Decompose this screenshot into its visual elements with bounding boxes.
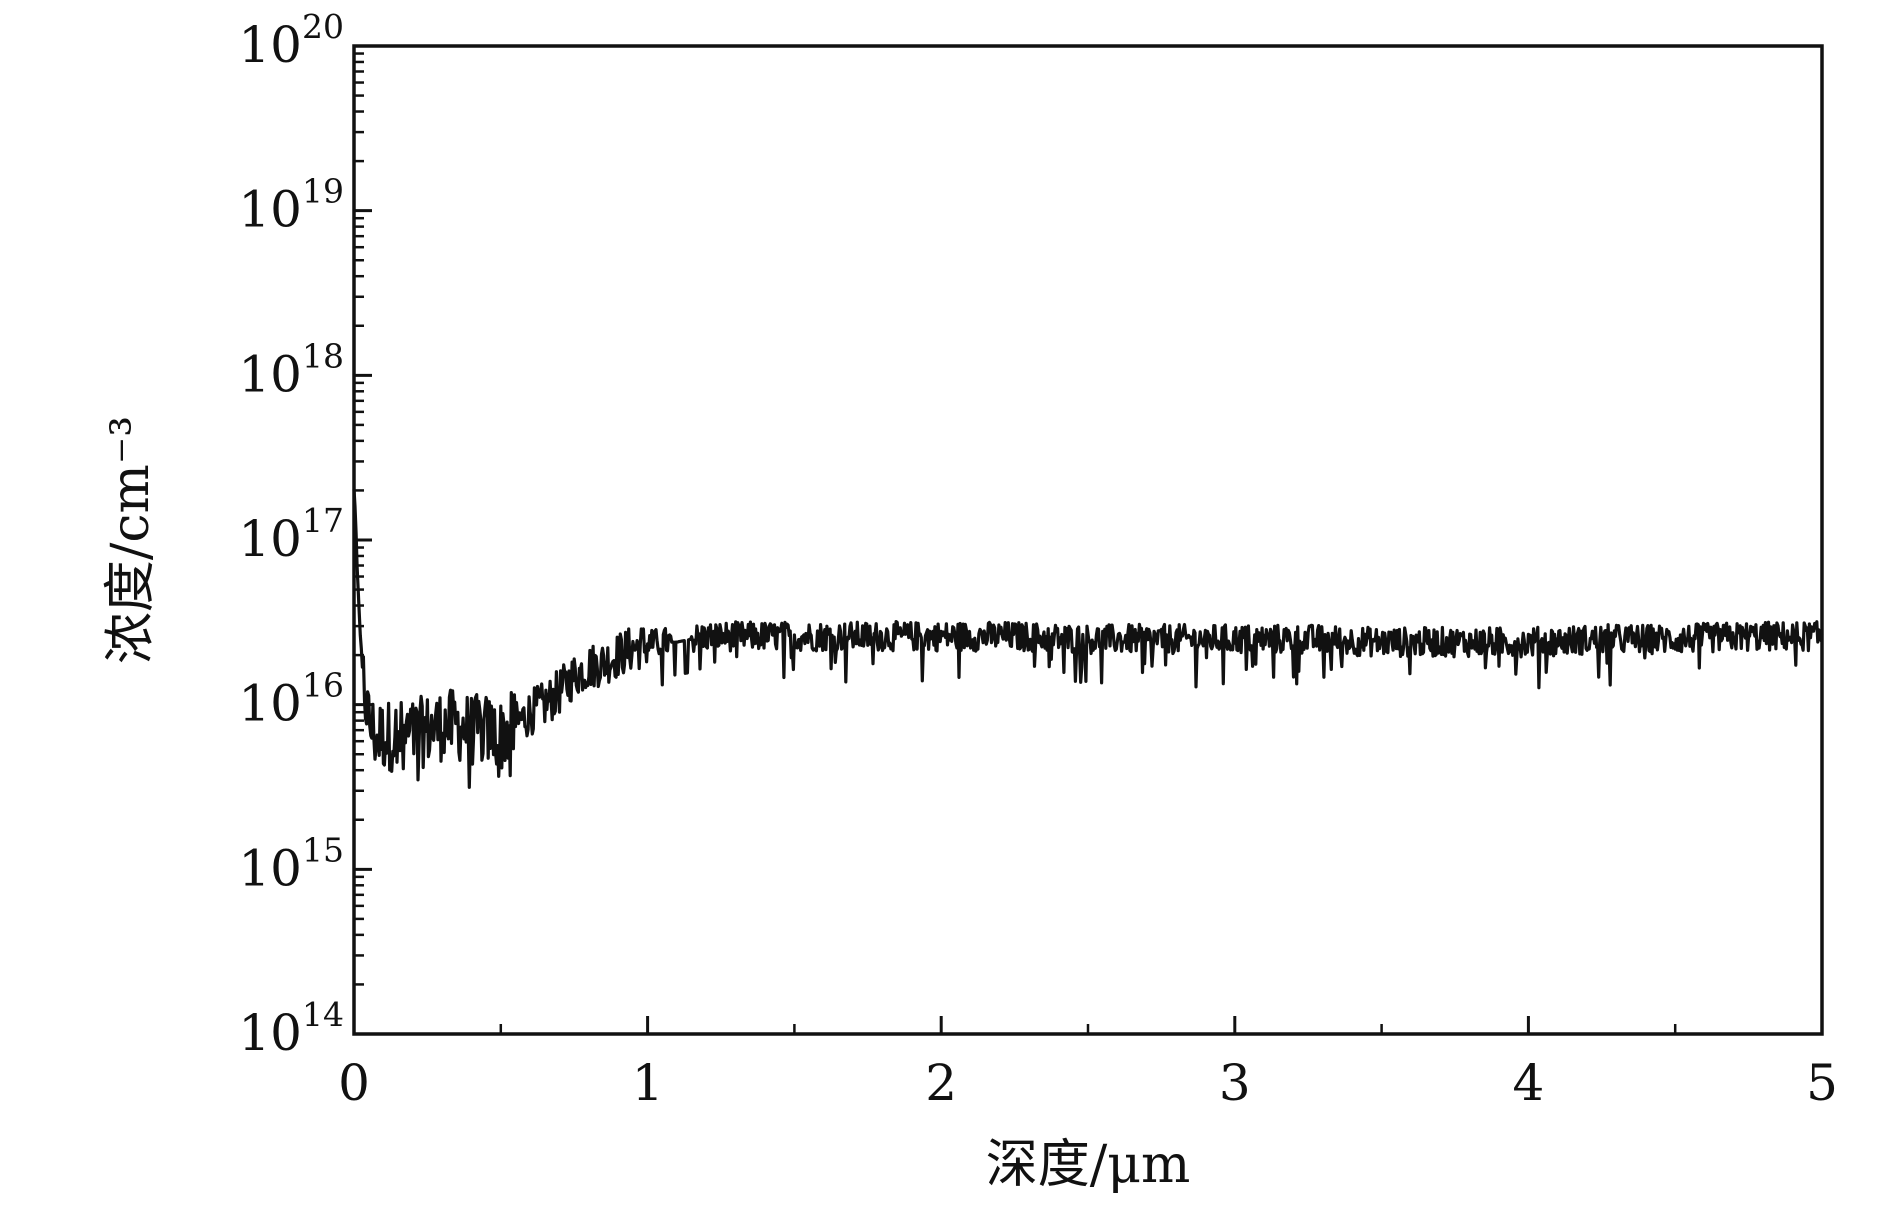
y-tick-label: 1014 [238,995,344,1062]
plot-frame [352,44,1824,1036]
y-axis-label: 浓度/cm⁻³ [101,416,161,664]
y-tick-exponent: 16 [302,666,344,705]
y-tick-base: 10 [238,345,302,403]
y-tick-base: 10 [238,181,302,239]
x-tick-label: 3 [1219,1054,1251,1112]
y-tick-base: 10 [238,675,302,733]
y-tick-label: 1016 [238,666,344,733]
tick-marks [352,44,1824,1036]
y-tick-exponent: 20 [302,7,344,46]
y-tick-exponent: 14 [302,995,344,1034]
y-tick-base: 10 [238,839,302,897]
y-tick-label: 1017 [238,501,344,568]
x-tick-label: 2 [925,1054,957,1112]
x-tick-label: 5 [1806,1054,1838,1112]
y-tick-label: 1015 [238,830,344,897]
y-tick-exponent: 15 [302,830,344,869]
y-tick-label: 1018 [238,336,344,403]
y-tick-base: 10 [238,1004,302,1062]
concentration-series-line [352,489,1824,789]
y-tick-base: 10 [238,510,302,568]
x-tick-label: 0 [338,1054,370,1112]
y-tick-exponent: 19 [302,172,344,211]
x-tick-label: 1 [632,1054,664,1112]
y-tick-exponent: 17 [302,501,344,540]
y-tick-exponent: 18 [302,336,344,375]
y-tick-label: 1019 [238,172,344,239]
y-tick-label: 1020 [238,7,344,74]
y-tick-base: 10 [238,16,302,74]
x-axis-label: 深度/μm [986,1135,1191,1195]
x-tick-label: 4 [1512,1054,1544,1112]
